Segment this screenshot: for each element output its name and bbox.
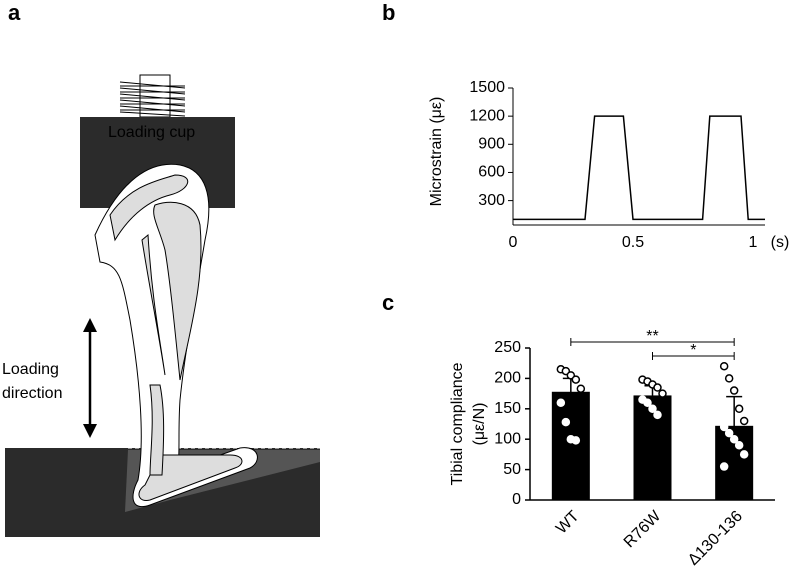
x-tick-label: R76W: [621, 507, 665, 551]
bar: [551, 391, 590, 500]
significance-label: **: [646, 328, 658, 345]
panel-label: c: [382, 290, 394, 315]
data-point: [734, 404, 744, 414]
significance-label: *: [690, 342, 696, 359]
loading-diagram: Loading cup Loading direction: [2, 74, 320, 537]
data-point: [724, 428, 734, 438]
data-point: [739, 416, 749, 426]
data-point: [556, 398, 566, 407]
y-tick-label: 150: [494, 400, 521, 417]
data-point: [734, 441, 744, 450]
y-tick-label: 250: [494, 339, 521, 356]
y-axis-label: Microstrain (με): [428, 97, 445, 207]
diagram-label: Loading: [2, 361, 59, 378]
y-tick-label: 900: [478, 136, 505, 153]
y-tick-label: 100: [494, 430, 521, 447]
data-point: [653, 410, 662, 420]
data-point: [719, 422, 729, 432]
y-tick-label: 300: [478, 192, 505, 209]
data-point: [648, 404, 657, 414]
data-point: [724, 374, 734, 383]
data-point: [729, 386, 739, 395]
y-axis-label: Tibial compliance: [449, 362, 466, 485]
diagram-label: Loading cup: [108, 124, 195, 141]
data-point: [571, 436, 581, 445]
data-point: [658, 389, 667, 398]
y-tick-label: 600: [478, 164, 505, 181]
y-tick-label: 200: [494, 370, 521, 387]
x-tick-label: Δ130-136: [685, 508, 746, 569]
x-axis-label: (s): [771, 234, 790, 251]
x-tick-label: 0: [509, 234, 518, 251]
y-axis-label: (με/N): [471, 402, 488, 445]
data-point: [561, 417, 571, 427]
x-tick-label: WT: [553, 508, 583, 538]
data-point: [576, 384, 586, 393]
data-point: [719, 361, 729, 371]
panel-label: b: [382, 0, 395, 25]
y-tick-label: 0: [512, 491, 521, 508]
y-tick-label: 50: [503, 461, 521, 478]
y-tick-label: 1200: [469, 107, 505, 124]
data-point: [643, 398, 652, 407]
x-tick-label: 1: [749, 234, 758, 251]
data-point: [729, 434, 739, 444]
x-tick-label: 0.5: [622, 234, 644, 251]
data-point: [739, 450, 749, 459]
y-tick-label: 1500: [469, 79, 505, 96]
significance-bracket: [570, 338, 735, 346]
line: [513, 115, 765, 221]
panel-label: a: [8, 0, 21, 25]
data-point: [719, 462, 729, 471]
significance-bracket: [652, 352, 735, 360]
data-point: [653, 383, 662, 392]
data-point: [571, 375, 581, 384]
error-bar: [726, 395, 743, 456]
diagram-label: direction: [2, 385, 62, 402]
